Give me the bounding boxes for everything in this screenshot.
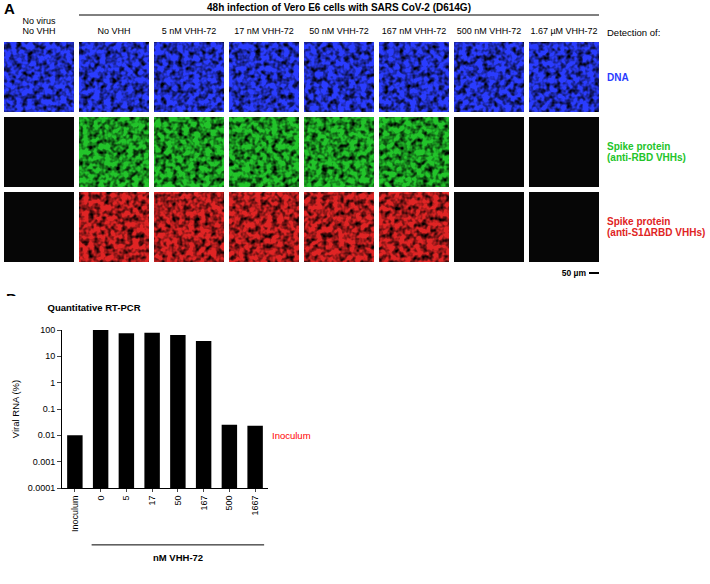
svg-text:10: 10 bbox=[45, 351, 55, 361]
svg-text:100: 100 bbox=[40, 325, 55, 335]
svg-text:Inoculum: Inoculum bbox=[272, 430, 311, 441]
svg-text:48h infection of Vero E6 cells: 48h infection of Vero E6 cells with SARS… bbox=[207, 2, 471, 13]
svg-text:500: 500 bbox=[224, 496, 234, 511]
svg-text:No virusNo VHH: No virusNo VHH bbox=[22, 16, 56, 36]
svg-text:167: 167 bbox=[199, 496, 209, 511]
svg-text:A: A bbox=[4, 0, 15, 17]
svg-text:50 nM VHH-72: 50 nM VHH-72 bbox=[309, 26, 369, 36]
svg-text:Quantitative RT-PCR: Quantitative RT-PCR bbox=[48, 302, 141, 313]
svg-text:0.01: 0.01 bbox=[38, 430, 56, 440]
svg-text:Spike protein(anti-S1ΔRBD VHHs: Spike protein(anti-S1ΔRBD VHHs) bbox=[607, 216, 705, 238]
svg-text:Viral RNA (%): Viral RNA (%) bbox=[10, 380, 21, 438]
svg-text:Detection of:: Detection of: bbox=[607, 27, 660, 38]
svg-text:167 nM VHH-72: 167 nM VHH-72 bbox=[382, 26, 447, 36]
svg-text:0: 0 bbox=[96, 496, 106, 501]
svg-text:No VHH: No VHH bbox=[97, 26, 130, 36]
svg-text:Inoculum: Inoculum bbox=[70, 496, 80, 533]
svg-text:17 nM VHH-72: 17 nM VHH-72 bbox=[234, 26, 294, 36]
svg-text:0.0001: 0.0001 bbox=[28, 483, 56, 493]
svg-text:0.001: 0.001 bbox=[33, 457, 56, 467]
svg-text:DNA: DNA bbox=[607, 72, 629, 83]
svg-text:17: 17 bbox=[147, 496, 157, 506]
svg-text:500 nM VHH-72: 500 nM VHH-72 bbox=[457, 26, 522, 36]
svg-text:50 µm: 50 µm bbox=[562, 268, 587, 278]
svg-text:50: 50 bbox=[173, 496, 183, 506]
html-text:B: B bbox=[6, 290, 17, 307]
svg-text:5 nM VHH-72: 5 nM VHH-72 bbox=[162, 26, 217, 36]
svg-text:1.67 µM VHH-72: 1.67 µM VHH-72 bbox=[530, 26, 597, 36]
svg-text:1667: 1667 bbox=[250, 496, 260, 516]
svg-text:5: 5 bbox=[121, 496, 131, 501]
svg-text:0.1: 0.1 bbox=[43, 404, 56, 414]
svg-text:1: 1 bbox=[50, 378, 55, 388]
svg-text:nM VHH-72: nM VHH-72 bbox=[153, 552, 203, 563]
svg-text:Spike protein(anti-RBD VHHs): Spike protein(anti-RBD VHHs) bbox=[607, 141, 686, 163]
